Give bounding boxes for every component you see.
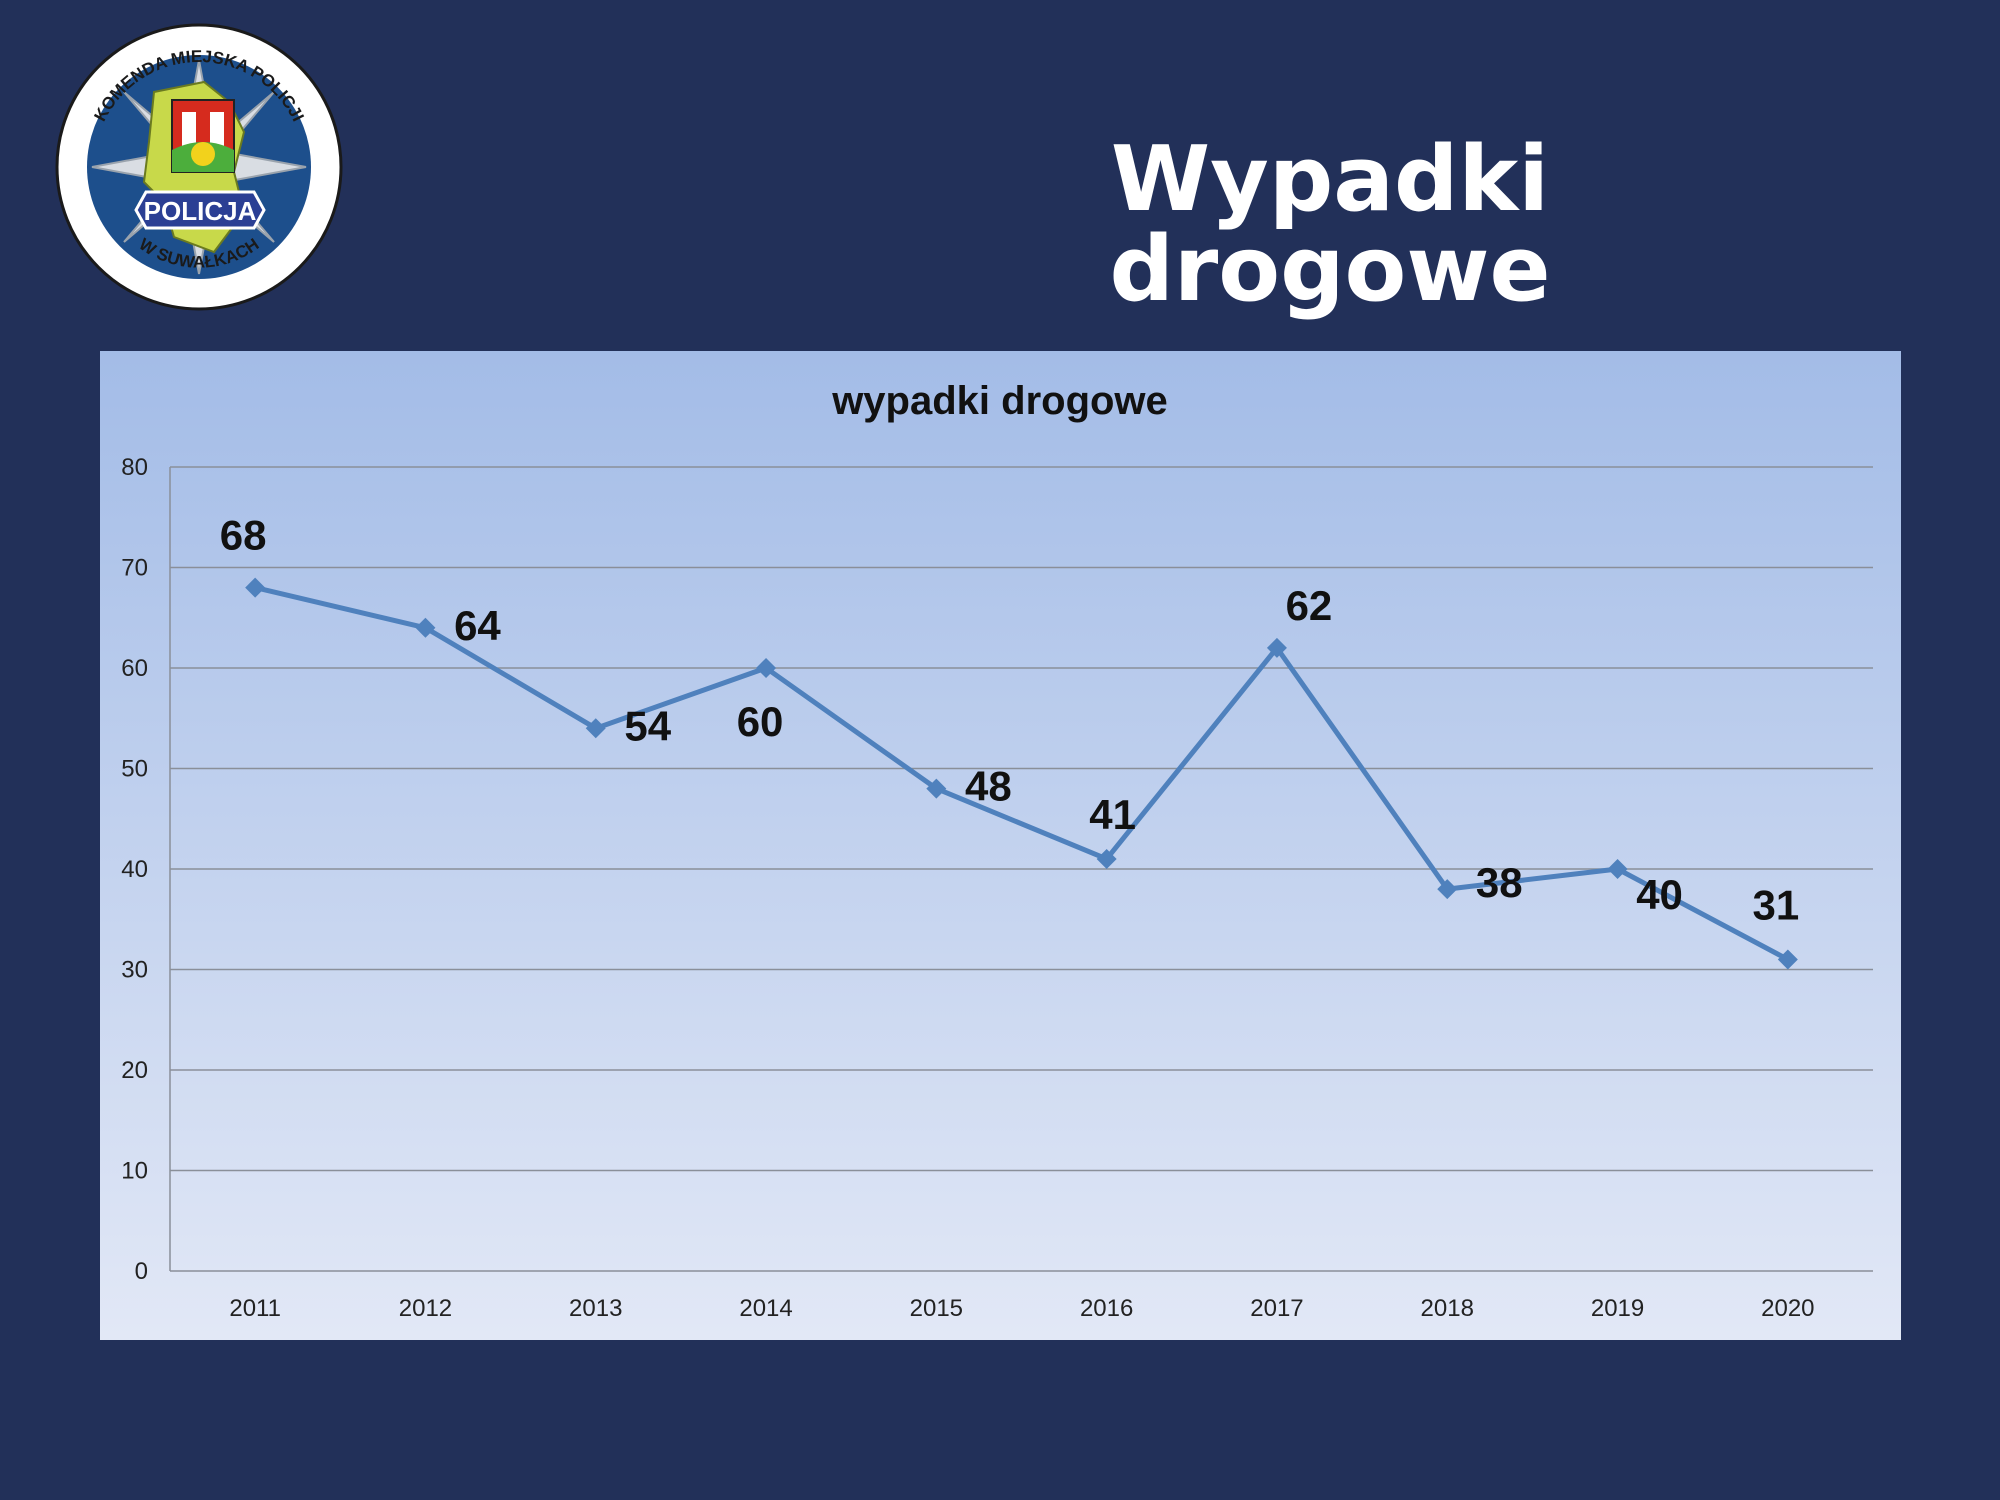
y-tick-label: 80: [121, 454, 148, 481]
data-label: 64: [454, 602, 501, 649]
x-tick-label: 2018: [1421, 1295, 1474, 1322]
chart-panel: wypadki drogowe 0 10 20 30 40 50 60 70 80 2011 201…: [100, 351, 1901, 1340]
data-point-marker: [1607, 859, 1628, 879]
x-tick-label: 2015: [910, 1295, 963, 1322]
data-label: 60: [737, 698, 784, 745]
data-point-marker: [1096, 848, 1117, 869]
x-tick-label: 2012: [399, 1295, 452, 1322]
x-tick-label: 2014: [739, 1295, 792, 1322]
data-label: 31: [1752, 881, 1799, 928]
y-tick-label: 40: [121, 856, 148, 883]
data-point-marker: [245, 577, 266, 598]
x-tick-label: 2019: [1591, 1295, 1644, 1322]
chart-background: [100, 351, 1901, 1340]
police-logo: POLICJA KOMENDA MIEJSKA POLICJI W SUWAŁK…: [54, 22, 344, 312]
data-label: 62: [1286, 582, 1333, 629]
x-tick-label: 2013: [569, 1295, 622, 1322]
data-point-marker: [1266, 637, 1287, 658]
logo-center-text: POLICJA: [144, 196, 257, 226]
police-emblem-icon: POLICJA KOMENDA MIEJSKA POLICJI W SUWAŁK…: [55, 23, 343, 311]
x-tick-label: 2017: [1250, 1295, 1303, 1322]
x-tick-label: 2020: [1761, 1295, 1814, 1322]
y-tick-label: 60: [121, 655, 148, 682]
y-tick-label: 0: [135, 1258, 148, 1285]
data-point-marker: [585, 718, 606, 739]
y-tick-label: 50: [121, 756, 148, 783]
y-tick-label: 70: [121, 555, 148, 582]
data-point-marker: [1437, 879, 1458, 900]
data-label: 68: [220, 512, 267, 559]
data-point-marker: [756, 658, 777, 678]
chart-title: wypadki drogowe: [831, 379, 1168, 423]
x-tick-label: 2016: [1080, 1295, 1133, 1322]
data-label: 48: [965, 763, 1012, 810]
x-tick-label: 2011: [229, 1295, 281, 1322]
data-point-marker: [1777, 949, 1798, 970]
data-label: 38: [1476, 859, 1523, 906]
y-tick-label: 20: [121, 1057, 148, 1084]
series-line: [254, 585, 1790, 962]
data-label: 41: [1089, 791, 1136, 838]
data-label: 40: [1636, 871, 1683, 918]
data-point-marker: [415, 617, 436, 638]
data-label: 54: [624, 702, 671, 749]
slide-title: Wypadki drogowe: [1109, 127, 1551, 322]
y-tick-label: 30: [121, 957, 148, 984]
data-point-marker: [926, 778, 947, 799]
y-tick-label: 10: [121, 1158, 148, 1185]
line-chart: wypadki drogowe 0 10 20 30 40 50 60 70 80 2011 201…: [100, 351, 1901, 1340]
